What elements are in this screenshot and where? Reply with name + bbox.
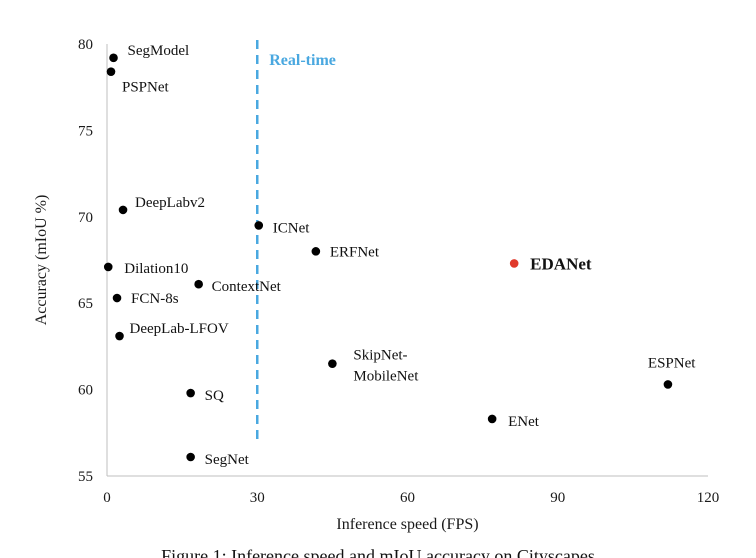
data-point: SkipNet- MobileNet	[328, 348, 419, 385]
point-label: ERFNet	[330, 244, 380, 260]
y-tick-label: 65	[78, 296, 93, 312]
data-point: Dilation10	[103, 261, 188, 277]
point-label-line: ENet	[508, 414, 540, 430]
y-tick-label: 80	[78, 37, 93, 53]
point-marker	[112, 293, 122, 303]
data-point: ENet	[487, 414, 540, 430]
x-tick-label: 0	[103, 490, 111, 506]
y-tick-label: 75	[78, 123, 93, 139]
data-point: SegModel	[109, 43, 190, 63]
data-point: ContextNet	[194, 279, 282, 295]
point-label-line: PSPNet	[122, 80, 170, 96]
point-marker	[186, 388, 195, 398]
point-marker	[106, 67, 116, 76]
point-marker	[115, 331, 124, 341]
y-tick-labels: 55 60 65 70 75 80	[78, 37, 93, 485]
point-label: ContextNet	[212, 279, 282, 295]
x-tick-label: 60	[400, 490, 415, 506]
point-label: SegModel	[128, 43, 190, 59]
point-label: PSPNet	[122, 80, 170, 96]
realtime-reference: Real-time	[256, 40, 336, 441]
x-axis-title: Inference speed (FPS)	[336, 516, 478, 533]
point-marker	[328, 359, 337, 368]
figure-caption: Figure 1: Inference speed and mIoU accur…	[161, 546, 595, 558]
point-label: SQ	[205, 388, 224, 404]
point-marker	[103, 262, 113, 272]
data-point: DeepLabv2	[118, 195, 205, 215]
point-label-line: Dilation10	[124, 261, 188, 277]
data-point: FCN-8s	[112, 291, 179, 307]
x-tick-label: 30	[250, 490, 265, 506]
point-label-line: SkipNet-	[353, 348, 407, 364]
data-point: PSPNet	[106, 67, 170, 96]
data-point: EDANet	[509, 254, 592, 273]
y-tick-label: 60	[78, 383, 93, 399]
point-marker	[194, 279, 203, 289]
point-label-line: EDANet	[530, 254, 592, 273]
point-marker	[118, 205, 128, 215]
point-marker	[311, 247, 321, 256]
point-label: SkipNet- MobileNet	[353, 348, 419, 385]
point-label-line: FCN-8s	[131, 291, 179, 307]
point-marker	[509, 259, 519, 268]
point-label: DeepLab-LFOV	[130, 321, 229, 337]
point-label: DeepLabv2	[135, 195, 205, 211]
point-marker	[109, 53, 118, 63]
data-points: SegModel PSPNet DeepLabv2 ICNet ERFNet EDANet…	[103, 43, 696, 468]
point-label-line: MobileNet	[353, 369, 419, 385]
point-label: ICNet	[273, 220, 310, 236]
x-tick-label: 120	[697, 490, 720, 506]
data-point: SegNet	[186, 452, 250, 468]
point-label-line: SegNet	[205, 452, 250, 468]
point-label-line: SegModel	[128, 43, 190, 59]
point-label-line: ContextNet	[212, 279, 282, 295]
point-label: ESPNet	[648, 355, 696, 371]
point-label-line: ESPNet	[648, 355, 696, 371]
y-tick-label: 70	[78, 210, 93, 226]
data-point: DeepLab-LFOV	[115, 321, 229, 341]
point-marker	[663, 380, 673, 389]
data-point: ICNet	[254, 220, 310, 236]
x-tick-labels: 0 30 60 90 120	[103, 490, 719, 506]
point-label: FCN-8s	[131, 291, 179, 307]
x-tick-label: 90	[550, 490, 565, 506]
point-label: Dilation10	[124, 261, 188, 277]
data-point: SQ	[186, 388, 224, 404]
point-label-line: SQ	[205, 388, 224, 404]
y-axis-title: Accuracy (mIoU %)	[33, 195, 50, 326]
y-tick-label: 55	[78, 469, 93, 485]
point-label: ENet	[508, 414, 540, 430]
point-label-line: ERFNet	[330, 244, 380, 260]
point-marker	[254, 221, 264, 230]
point-marker	[487, 414, 497, 424]
point-label-line: DeepLabv2	[135, 195, 205, 211]
data-point: ERFNet	[311, 244, 380, 260]
point-marker	[186, 452, 195, 462]
point-label-line: ICNet	[273, 220, 310, 236]
point-label: EDANet	[530, 254, 592, 273]
point-label: SegNet	[205, 452, 250, 468]
data-point: ESPNet	[648, 355, 696, 389]
realtime-label: Real-time	[269, 52, 336, 69]
point-label-line: DeepLab-LFOV	[130, 321, 229, 337]
